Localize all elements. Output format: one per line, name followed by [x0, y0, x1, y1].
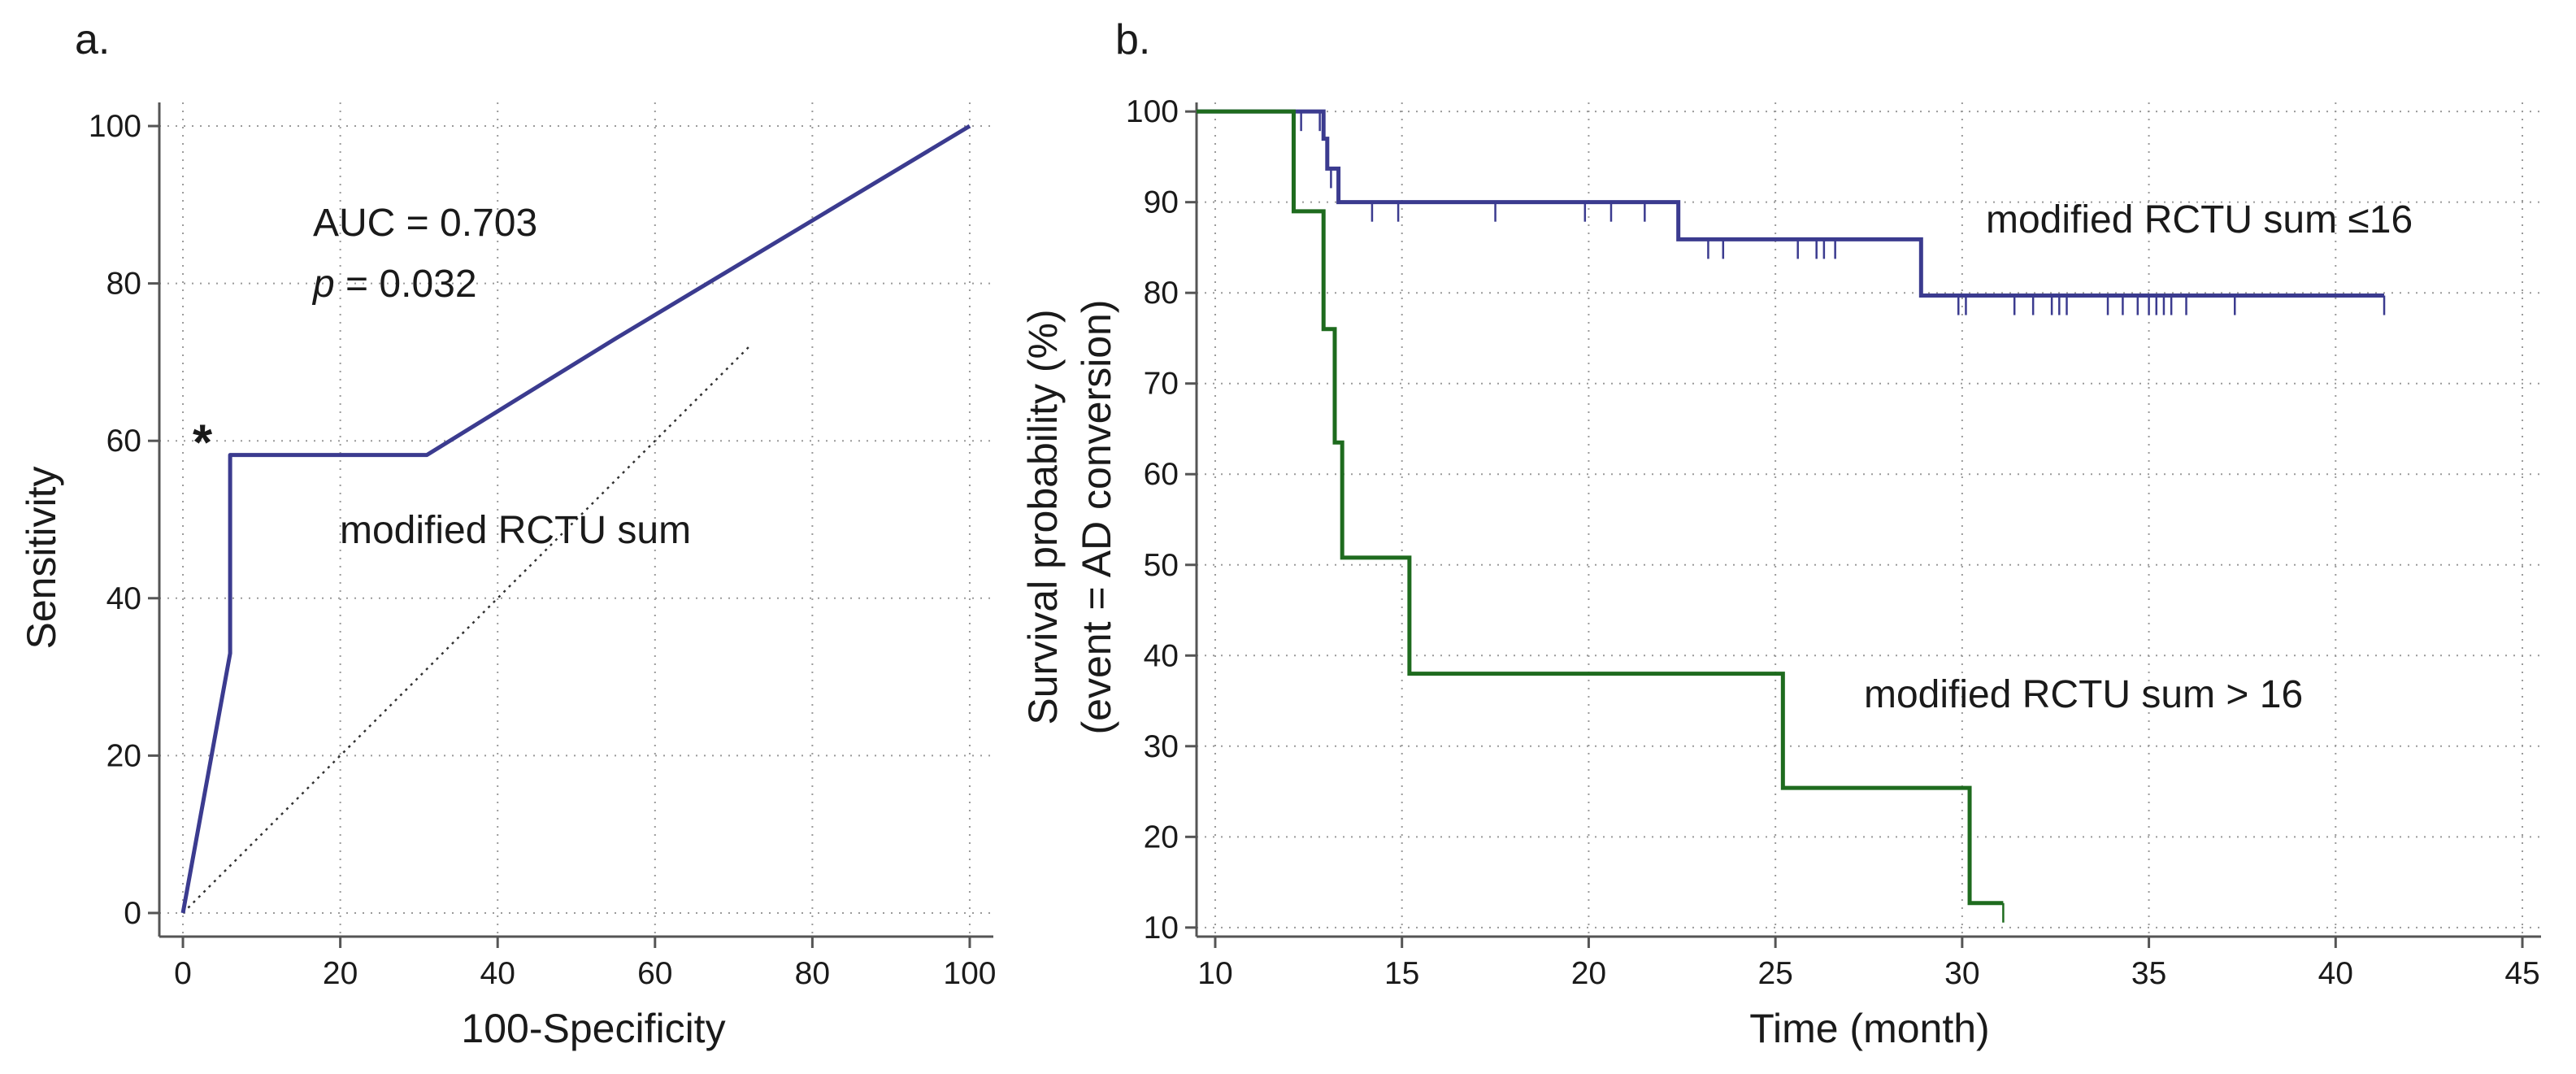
km-y-axis-label-line2: (event = AD conversion) — [1074, 300, 1119, 735]
p-value: = 0.032 — [335, 263, 477, 306]
x-tick-label: 25 — [1757, 956, 1792, 991]
y-tick-label: 60 — [106, 424, 141, 459]
y-tick-label: 20 — [1144, 820, 1179, 854]
roc-curve-line — [180, 124, 971, 914]
x-tick-label: 40 — [480, 956, 515, 991]
roc-grid — [159, 102, 993, 937]
y-tick-label: 40 — [1144, 638, 1179, 673]
roc-x-axis-label: 100-Specificity — [461, 1006, 725, 1051]
km-curve-high-score — [1197, 109, 2004, 906]
x-tick-label: 30 — [1944, 956, 1979, 991]
km-x-axis-label: Time (month) — [1749, 1006, 1989, 1051]
y-tick-label: 50 — [1144, 548, 1179, 583]
p-value-annotation: p = 0.032 — [311, 263, 477, 306]
cutoff-asterisk-marker: * — [193, 415, 213, 472]
km-panel: b. 10 15 20 25 30 35 40 45 10 20 30 40 50 60 70 80 90 100… — [1020, 16, 2541, 1051]
roc-panel: a. 0 20 40 60 80 100 0 20 40 60 80 100 * 100-Specif… — [19, 16, 997, 1051]
y-tick-label: 20 — [106, 738, 141, 773]
km-y-axis-label-line1: Survival probability (%) — [1020, 309, 1066, 724]
x-tick-label: 35 — [2131, 956, 2166, 991]
y-tick-label: 10 — [1144, 911, 1179, 946]
km-axes: 10 15 20 25 30 35 40 45 10 20 30 40 50 60 70 80 90 100 — [1126, 94, 2541, 991]
roc-axes: 0 20 40 60 80 100 0 20 40 60 80 100 — [89, 102, 997, 991]
x-tick-label: 40 — [2318, 956, 2353, 991]
y-tick-label: 100 — [89, 109, 141, 144]
x-tick-label: 45 — [2504, 956, 2539, 991]
auc-annotation: AUC = 0.703 — [313, 202, 537, 245]
x-tick-label: 10 — [1197, 956, 1232, 991]
y-tick-label: 0 — [124, 896, 141, 931]
y-tick-label: 90 — [1144, 185, 1179, 220]
roc-reference-diagonal — [182, 346, 750, 914]
x-tick-label: 15 — [1384, 956, 1419, 991]
panel-b-label: b. — [1115, 16, 1150, 63]
reference-diagonal-line — [182, 346, 750, 914]
x-tick-label: 0 — [174, 956, 192, 991]
roc-curve-label: modified RCTU sum — [340, 509, 691, 552]
km-label-high: modified RCTU sum > 16 — [1864, 673, 2303, 716]
p-symbol: p — [311, 263, 335, 306]
y-tick-label: 70 — [1144, 367, 1179, 402]
y-tick-label: 30 — [1144, 729, 1179, 764]
y-tick-label: 80 — [106, 267, 141, 302]
km-label-low: modified RCTU sum ≤16 — [1986, 198, 2413, 241]
y-tick-label: 40 — [106, 581, 141, 616]
panel-a-label: a. — [75, 16, 110, 63]
y-tick-label: 80 — [1144, 276, 1179, 311]
y-tick-label: 100 — [1126, 94, 1179, 129]
y-tick-label: 60 — [1144, 457, 1179, 492]
x-tick-label: 100 — [943, 956, 996, 991]
x-tick-label: 20 — [323, 956, 358, 991]
km-grid — [1197, 102, 2541, 937]
x-tick-label: 20 — [1571, 956, 1606, 991]
km-curve-low-score — [1197, 109, 2385, 298]
km-curves-group — [1197, 109, 2386, 923]
roc-curve-group — [180, 124, 971, 914]
x-tick-label: 80 — [795, 956, 830, 991]
roc-y-axis-label: Sensitivity — [19, 466, 64, 649]
x-tick-label: 60 — [637, 956, 672, 991]
roc-cutoff-marker-group: * — [193, 415, 213, 472]
